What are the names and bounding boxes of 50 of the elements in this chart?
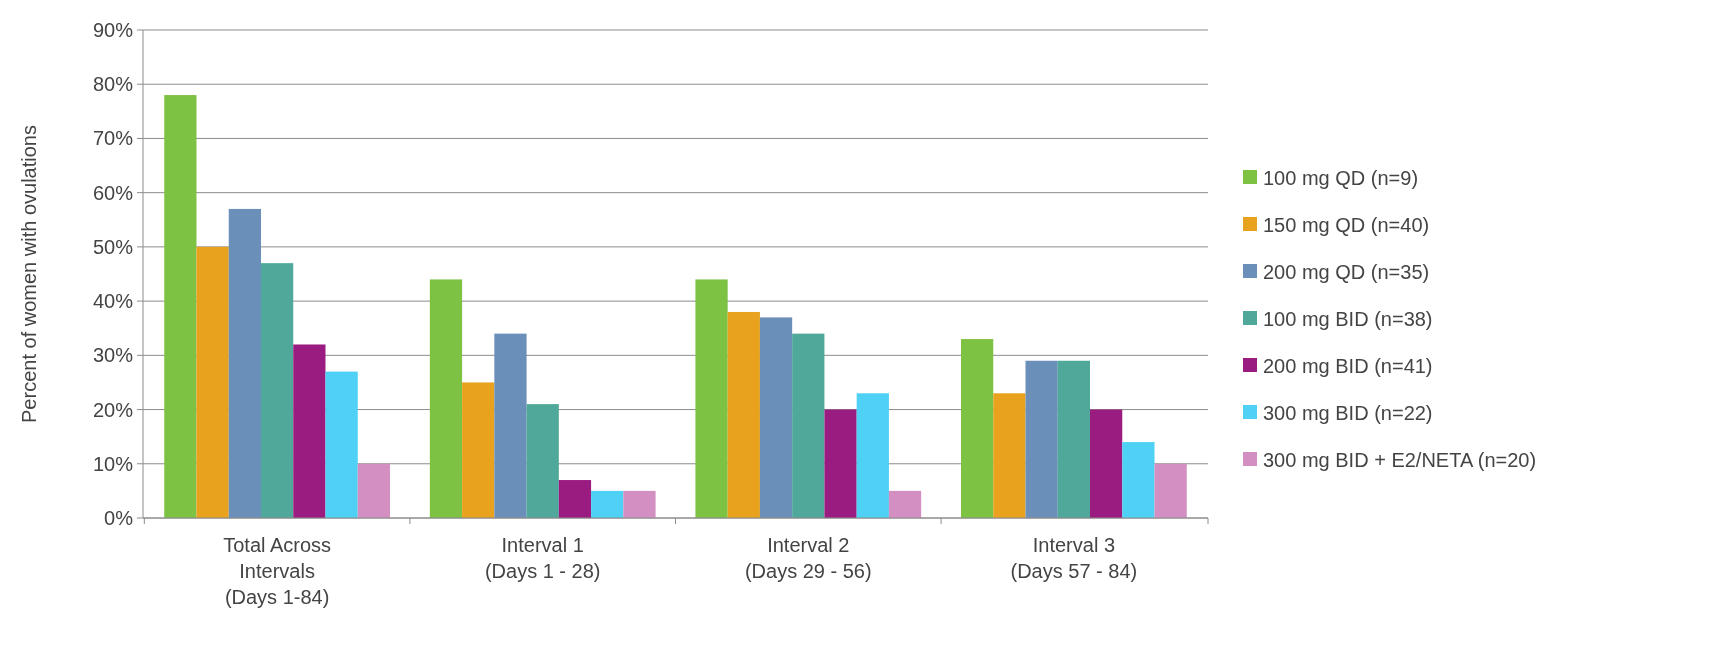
y-tick-label: 40% (92, 290, 134, 313)
legend-label: 300 mg BID (n=22) (1263, 402, 1433, 424)
bar (1025, 360, 1058, 518)
bar (591, 490, 624, 518)
bar (792, 333, 825, 518)
bar (961, 339, 994, 518)
bar (1154, 463, 1187, 518)
y-tick-label: 80% (92, 73, 134, 96)
bar (888, 490, 922, 518)
bar (462, 382, 495, 518)
bar (558, 480, 592, 518)
y-tick-label: 30% (92, 344, 134, 367)
y-tick-label: 60% (92, 181, 134, 204)
bar (429, 279, 463, 518)
bar (623, 490, 656, 518)
legend-label: 200 mg QD (n=35) (1263, 261, 1430, 283)
bar (357, 463, 390, 518)
bar (759, 317, 793, 518)
bar (727, 311, 760, 518)
y-tick-label: 0% (104, 507, 134, 529)
y-tick-label: 10% (92, 452, 134, 475)
bar (993, 393, 1026, 518)
x-tick-label: Total Across Intervals (Days 1-84) (223, 534, 332, 608)
bar (164, 95, 197, 518)
y-tick-label: 70% (92, 127, 134, 150)
bar (695, 279, 728, 518)
bar (1057, 360, 1090, 518)
bar (494, 333, 527, 518)
bar (196, 246, 229, 518)
legend-label: 100 mg BID (n=38) (1263, 308, 1433, 330)
x-tick-label: Interval 2 (Days 29 - 56) (744, 534, 872, 582)
legend-label: 150 mg QD (n=40) (1263, 214, 1430, 236)
legend-label: 100 mg QD (n=9) (1263, 167, 1419, 189)
legend-label: 200 mg BID (n=41) (1263, 355, 1433, 377)
bar (856, 393, 889, 518)
bar (824, 409, 857, 518)
bar (1122, 442, 1155, 518)
x-tick-label: Interval 3 (Days 57 - 84) (1010, 534, 1138, 582)
y-tick-label: 50% (92, 235, 134, 258)
bar (325, 371, 358, 518)
bar (261, 263, 294, 518)
bar (1090, 409, 1123, 518)
legend-label: 300 mg BID + E2/NETA (n=20) (1263, 449, 1537, 471)
x-tick-label: Interval 1 (Days 1 - 28) (484, 534, 601, 582)
y-axis-title: Percent of women with ovulations (18, 125, 40, 423)
bar (228, 208, 261, 518)
bar (526, 404, 559, 518)
bar (293, 344, 326, 518)
y-tick-label: 20% (92, 398, 134, 421)
y-tick-label: 90% (92, 19, 134, 41)
